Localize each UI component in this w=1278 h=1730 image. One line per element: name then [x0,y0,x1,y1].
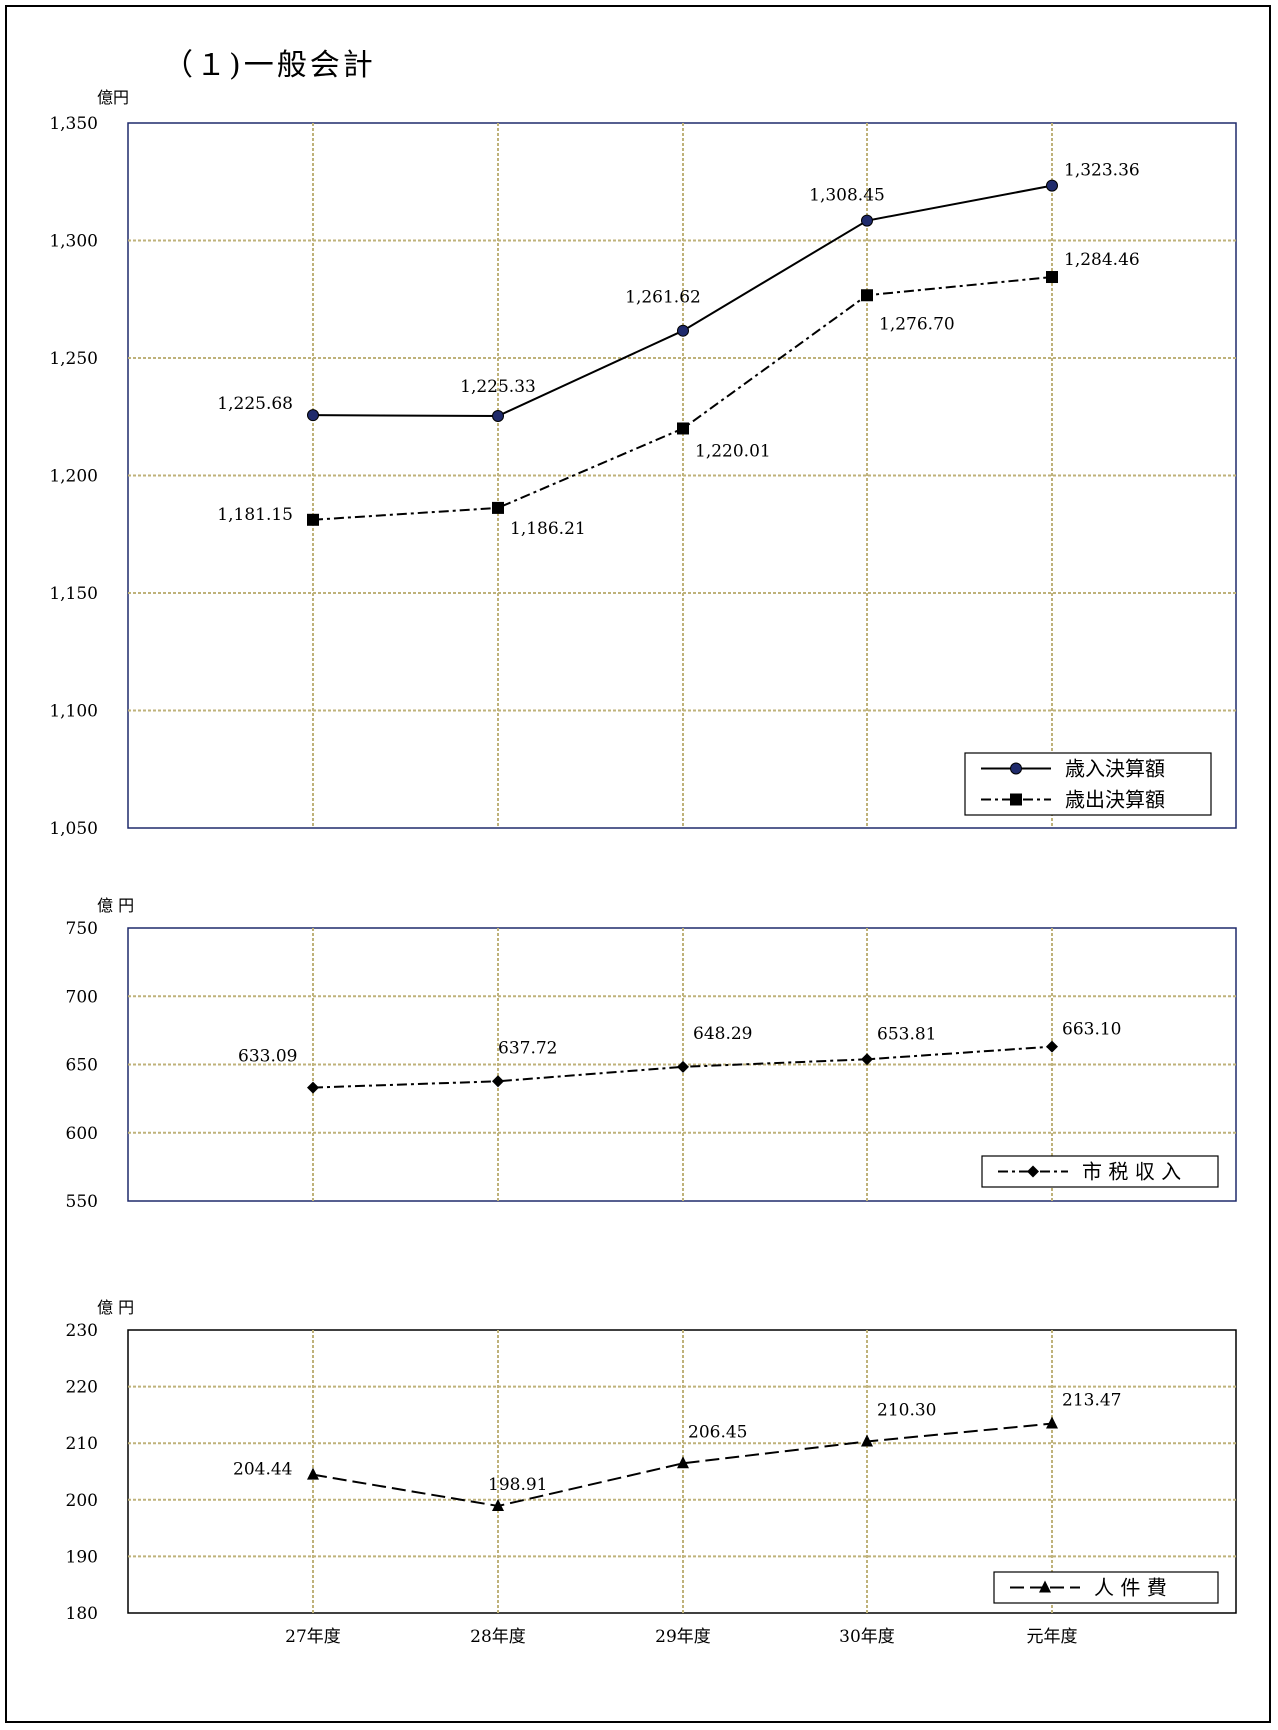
y-unit-label: 億 円 [97,1298,134,1317]
y-tick-label: 750 [66,919,98,939]
legend-marker [1039,1580,1051,1593]
legend-label: 歳出決算額 [1065,788,1165,812]
y-tick-label: 220 [66,1378,98,1398]
data-label: 663.10 [1062,1020,1121,1040]
page-frame [5,5,1271,1723]
data-label: 1,186.21 [510,519,586,539]
y-tick-label: 190 [66,1547,98,1567]
data-label: 213.47 [1062,1391,1121,1411]
legend-box [964,752,1212,816]
data-label: 633.09 [238,1047,297,1067]
data-point [307,1081,319,1094]
x-tick-label: 元年度 [1027,1627,1078,1647]
data-label: 1,261.62 [625,288,701,308]
chart-2: 550 600 650 700 750 億 円 633.09 637.72 648.29 653.… [66,896,1237,1212]
data-point [861,214,873,227]
y-tick-label: 180 [66,1604,98,1624]
data-label: 653.81 [877,1024,936,1044]
chart-1: 1,050 1,100 1,150 1,200 1,250 1,300 1,350 億円 1,2… [49,88,1237,839]
data-label: 1,225.68 [217,394,293,414]
y-tick-label: 700 [66,987,98,1007]
y-tick-label: 1,350 [49,114,98,134]
data-point [492,409,504,422]
y-unit-label: 億 円 [97,896,134,915]
data-point [492,1498,504,1511]
data-point [307,409,319,422]
y-tick-label: 650 [66,1056,98,1076]
x-tick-label: 30年度 [839,1627,895,1647]
page-title: （１)一般会計 [163,48,376,83]
data-point [861,1434,873,1447]
y-tick-label: 210 [66,1434,98,1454]
y-tick-label: 1,300 [49,232,98,252]
data-label: 1,323.36 [1064,161,1140,181]
data-label: 1,225.33 [460,377,536,397]
data-label: 206.45 [688,1422,747,1442]
y-tick-label: 1,250 [49,349,98,369]
data-point [1046,179,1058,192]
y-unit-label: 億円 [97,88,129,107]
data-point [677,324,689,337]
data-point [307,1467,319,1480]
data-label: 210.30 [877,1401,936,1421]
data-label: 198.91 [488,1475,547,1495]
data-point [861,289,873,302]
y-tick-label: 200 [66,1491,98,1511]
data-label: 637.72 [498,1038,557,1058]
legend-marker [1027,1165,1039,1178]
data-point [492,1075,504,1088]
data-label: 1,181.15 [217,505,293,525]
series-line [312,1045,1053,1089]
data-point [1046,1040,1058,1053]
y-tick-label: 1,200 [49,467,98,487]
y-tick-label: 1,100 [49,702,98,722]
data-point [1046,271,1058,284]
legend-label: 市 税 収 入 [1082,1160,1181,1184]
x-tick-label: 29年度 [655,1627,711,1647]
legend-label: 歳入決算額 [1065,757,1165,781]
data-point [677,1456,689,1469]
y-tick-label: 1,050 [49,819,98,839]
data-point [1046,1416,1058,1429]
legend-label: 人 件 費 [1094,1576,1167,1600]
data-label: 1,220.01 [695,441,771,461]
data-point [861,1053,873,1066]
legend-marker [1010,762,1022,775]
legend-marker [1010,793,1022,806]
data-label: 648.29 [693,1024,752,1044]
y-tick-label: 230 [66,1321,98,1341]
data-label: 204.44 [233,1460,292,1480]
data-label: 1,276.70 [879,314,955,334]
y-tick-label: 600 [66,1124,98,1144]
data-point [677,1060,689,1073]
data-label: 1,284.46 [1064,250,1140,270]
x-tick-label: 28年度 [470,1627,526,1647]
data-point [492,501,504,514]
data-point [677,422,689,435]
series-line [312,1422,1053,1507]
chart-3: 180 190 200 210 220 230 億 円 204.44 198.91 206.45 2… [66,1298,1237,1647]
data-point [307,513,319,526]
x-tick-label: 27年度 [285,1627,341,1647]
y-tick-label: 1,150 [49,584,98,604]
y-tick-label: 550 [66,1192,98,1212]
data-label: 1,308.45 [809,186,885,206]
